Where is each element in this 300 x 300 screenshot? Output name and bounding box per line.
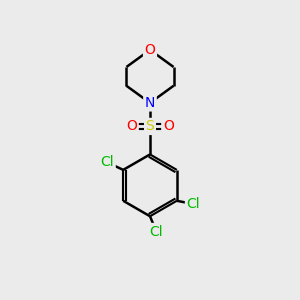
Text: S: S: [146, 119, 154, 134]
Text: O: O: [145, 43, 155, 57]
Text: N: N: [145, 96, 155, 110]
Text: Cl: Cl: [100, 155, 114, 170]
Text: Cl: Cl: [187, 197, 200, 211]
Text: O: O: [163, 119, 174, 134]
Text: O: O: [126, 119, 137, 134]
Text: Cl: Cl: [149, 224, 163, 239]
